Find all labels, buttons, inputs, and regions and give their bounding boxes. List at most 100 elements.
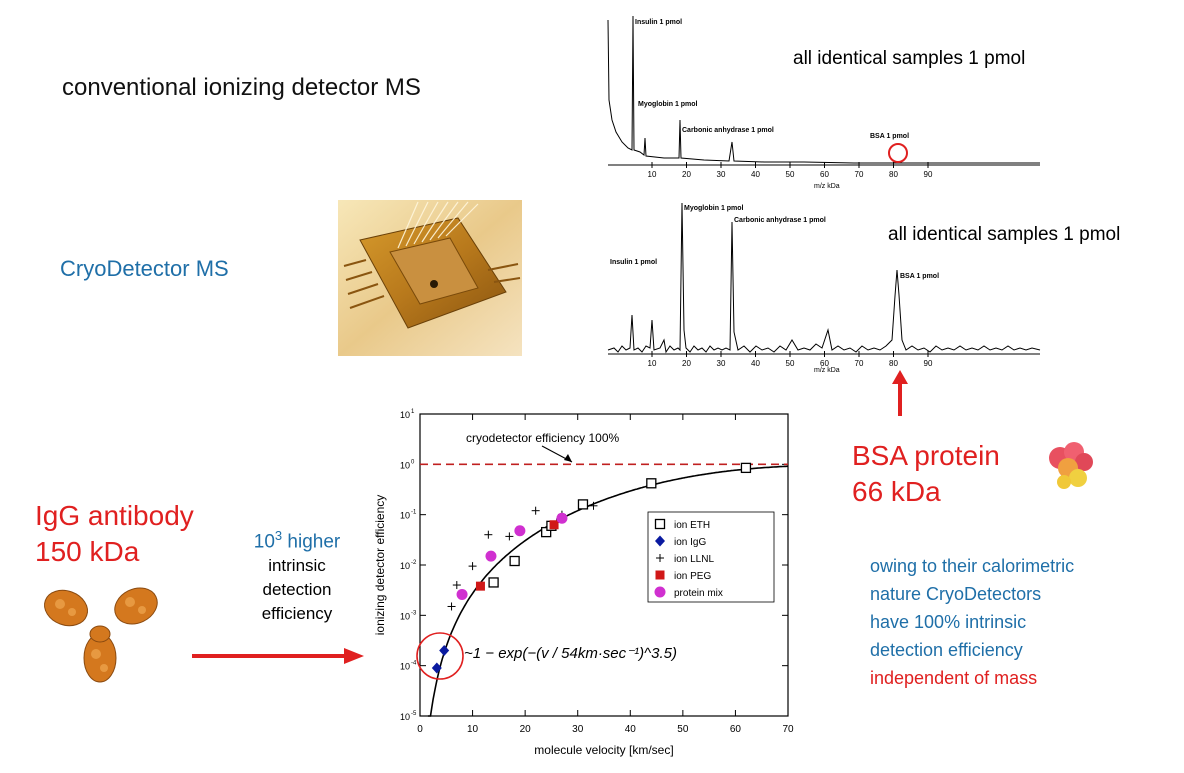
- igg-antibody-image: [44, 587, 158, 683]
- legend-marker-eth: [654, 518, 666, 530]
- spectrum-top-trace: [607, 15, 1040, 164]
- detection-word: detection: [262, 580, 332, 600]
- data-point-eth: [577, 499, 589, 510]
- data-point-llnl: [452, 581, 461, 590]
- data-point-llnl: [484, 530, 493, 539]
- x-tick-label: 40: [625, 724, 637, 735]
- cryodetector-ms-label: CryoDetector MS: [60, 256, 229, 281]
- y-tick-label: 10: [400, 410, 410, 420]
- peak-label-myoglobin: Myoglobin 1 pmol: [638, 101, 698, 108]
- spectrum-tick-label: 70: [855, 170, 864, 179]
- note-line-2: nature CryoDetectors: [870, 584, 1042, 604]
- data-point-llnl: [447, 602, 456, 611]
- data-points: [431, 462, 752, 674]
- note-line-1: owing to their calorimetric: [870, 556, 1075, 576]
- data-point-llnl: [589, 501, 598, 510]
- y-tick-label: 10: [400, 460, 410, 470]
- x-tick-label: 50: [677, 724, 689, 735]
- y-tick-exponent: -1: [411, 510, 417, 516]
- power-exponent: 3: [274, 528, 283, 543]
- x-tick-label: 10: [467, 724, 479, 735]
- x-axis-label: molecule velocity [km/sec]: [534, 743, 673, 757]
- note-line-3: have 100% intrinsic: [870, 612, 1027, 632]
- fit-formula: ~1 − exp(−(v / 54km·sec⁻¹)^3.5): [464, 645, 677, 662]
- bsa-mass: 66 kDa: [852, 476, 941, 507]
- higher-factor: 103 higher: [232, 524, 362, 554]
- samples-note-top: all identical samples 1 pmol: [793, 48, 1026, 69]
- y-tick-label: 10: [400, 662, 410, 672]
- x-tick-label: 60: [730, 724, 742, 735]
- y-tick-exponent: 1: [411, 409, 415, 415]
- bsa-up-arrow: [892, 370, 908, 416]
- spectrum-tick-label: 50: [786, 359, 795, 368]
- spectrum-tick-label: 40: [751, 170, 760, 179]
- spectrum-tick-label: 30: [717, 170, 726, 179]
- peak-label-insulin-cryo: Insulin 1 pmol: [610, 259, 657, 266]
- data-point-mix: [556, 512, 568, 524]
- x-tick-label: 70: [782, 724, 794, 735]
- samples-note-bottom: all identical samples 1 pmol: [888, 224, 1121, 245]
- spectrum-tick-label: 90: [924, 170, 933, 179]
- x-tick-label: 0: [417, 724, 423, 735]
- y-tick-exponent: -2: [411, 560, 417, 566]
- note-line-5: independent of mass: [870, 668, 1038, 688]
- spectrum-tick-label: 60: [820, 170, 829, 179]
- x-axis-ticks: 0 10 20 30 40 50 60 70: [417, 414, 794, 735]
- igg-mass: 150 kDa: [35, 536, 140, 567]
- spectrum-tick-label: 10: [648, 170, 657, 179]
- annotation-arrowhead: [564, 454, 572, 462]
- peak-label-myoglobin-cryo: Myoglobin 1 pmol: [684, 205, 744, 212]
- igg-antibody-label: IgG antibody 150 kDa: [35, 498, 235, 570]
- y-tick-exponent: -4: [411, 661, 417, 667]
- note-line-4: detection efficiency: [870, 640, 1023, 660]
- x-tick-label: 30: [572, 724, 584, 735]
- spectrum-tick-label: 10: [648, 359, 657, 368]
- data-point-llnl: [505, 532, 514, 541]
- spectrum-tick-label: 80: [889, 170, 898, 179]
- spectrum-tick-label: 40: [751, 359, 760, 368]
- data-point-llnl: [468, 562, 477, 571]
- spectrum-tick-label: 20: [682, 170, 691, 179]
- spectrum-tick-label: 50: [786, 170, 795, 179]
- y-tick-exponent: 0: [411, 459, 415, 465]
- data-point-igg: [439, 645, 450, 657]
- chart-legend: ion ETH ion IgG ion LLNL ion PEG protein mix: [647, 511, 775, 603]
- igg-highlight-circle: [416, 632, 464, 680]
- y-tick-exponent: -3: [411, 610, 417, 616]
- conventional-ms-label: conventional ionizing detector MS: [62, 74, 421, 101]
- data-point-eth: [646, 478, 657, 489]
- bsa-name: BSA protein: [852, 440, 1000, 471]
- igg-name: IgG antibody: [35, 500, 194, 531]
- peak-label-carbonic: Carbonic anhydrase 1 pmol: [682, 127, 774, 134]
- calorimetric-note: owing to their calorimetric nature CryoD…: [870, 552, 1170, 692]
- bsa-protein-label: BSA protein 66 kDa: [852, 438, 1052, 510]
- legend-label-peg: ion PEG: [674, 571, 711, 582]
- cryodetector-chip-image: [338, 200, 522, 356]
- data-point-eth: [541, 526, 552, 538]
- y-tick-label: 10: [400, 712, 410, 722]
- intrinsic-word: intrinsic: [268, 556, 326, 576]
- bsa-protein-image: [1049, 442, 1093, 489]
- peak-label-bsa: BSA 1 pmol: [870, 133, 909, 140]
- y-tick-exponent: -5: [411, 711, 417, 717]
- data-point-eth: [509, 555, 520, 567]
- legend-marker-llnl: [656, 554, 664, 562]
- data-point-peg: [549, 520, 559, 530]
- spectrum-bottom-trace: [607, 202, 1041, 354]
- spectrum-tick-label: 80: [889, 359, 898, 368]
- data-point-llnl: [531, 506, 540, 515]
- y-axis-label: ionizing detector efficiency: [373, 495, 387, 636]
- legend-marker-igg: [655, 535, 665, 547]
- legend-label-llnl: ion LLNL: [674, 554, 714, 565]
- legend-box: [647, 511, 775, 603]
- higher-word: higher: [282, 531, 341, 553]
- igg-arrow: [192, 648, 364, 664]
- efficiency-word: efficiency: [261, 604, 333, 624]
- spectrum-tick-label: 90: [924, 359, 933, 368]
- data-point-mix: [485, 550, 497, 562]
- y-tick-label: 10: [400, 511, 410, 521]
- peak-label-insulin: Insulin 1 pmol: [635, 19, 682, 26]
- data-point-eth: [740, 462, 752, 474]
